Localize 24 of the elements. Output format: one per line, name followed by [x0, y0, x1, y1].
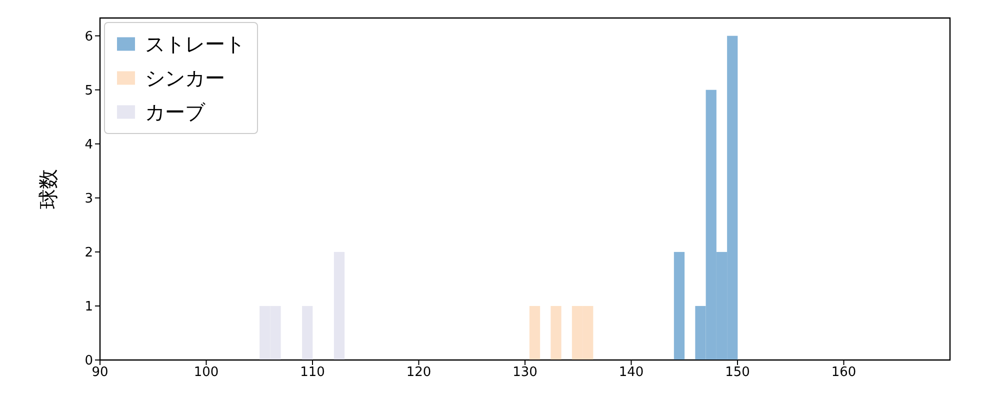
bar [550, 306, 562, 360]
x-tick-label: 140 [618, 365, 644, 380]
y-tick-label: 6 [84, 29, 93, 44]
bar [674, 252, 685, 360]
bar [334, 252, 345, 360]
x-tick-label: 150 [725, 365, 750, 380]
x-tick-label: 120 [406, 365, 432, 380]
bar [302, 306, 313, 360]
y-axis-title: 球数 [36, 169, 60, 209]
y-tick-label: 3 [84, 192, 93, 207]
x-tick-label: 100 [194, 365, 219, 380]
y-tick-label: 0 [84, 354, 93, 369]
x-tick-label: 90 [92, 365, 108, 380]
x-tick-label: 110 [300, 365, 325, 380]
y-tick-label: 2 [84, 246, 93, 261]
y-tick-label: 1 [84, 300, 93, 315]
y-tick-label: 5 [84, 83, 93, 98]
x-tick-label: 160 [831, 365, 856, 380]
x-tick-label: 130 [512, 365, 538, 380]
legend-label: カーブ [145, 98, 205, 126]
legend-label: シンカー [145, 64, 225, 92]
bar [529, 306, 540, 360]
y-tick-label: 4 [84, 138, 93, 152]
legend-label: ストレート [145, 30, 245, 58]
